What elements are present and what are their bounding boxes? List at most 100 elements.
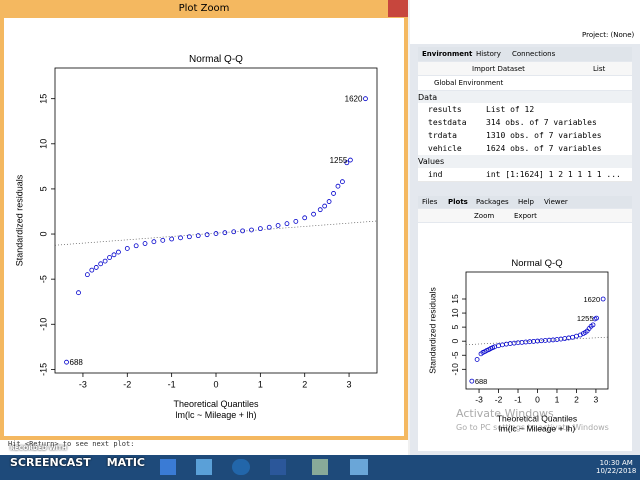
plot-frame (465, 271, 609, 390)
point (570, 334, 575, 340)
x-tick-label: -3 (475, 395, 483, 405)
point (213, 231, 219, 236)
project-label[interactable]: Project: (None) (582, 31, 635, 39)
export-button[interactable]: Export (514, 212, 537, 220)
point (335, 183, 341, 189)
tab[interactable]: History (476, 50, 501, 58)
env-row[interactable]: ind int [1:1624] 1 2 1 1 1 1 ... (418, 168, 632, 182)
point (363, 96, 368, 102)
x-axis-label: Theoretical Quantiles (173, 399, 259, 409)
rstudio-top (410, 0, 640, 44)
point (326, 199, 332, 204)
x-tick-label: -3 (79, 379, 87, 389)
y-axis-label: Standardized residuals (15, 174, 25, 266)
env-toolbar: Import Dataset List (418, 62, 632, 75)
window-title: Plot Zoom (178, 3, 230, 14)
watermark-text: Go to PC settings to activate Windows (456, 423, 609, 432)
point (507, 341, 513, 346)
point (317, 207, 323, 213)
console: Hit <Return> to see next plot: (0, 440, 408, 455)
point (222, 230, 228, 236)
watermark-title: Activate Windows (456, 407, 554, 420)
time: 10:30 AM (599, 459, 633, 467)
x-tick-label: -2 (495, 395, 503, 405)
point-label: 1620 (583, 295, 600, 304)
point (311, 211, 316, 217)
taskbar-icon[interactable] (196, 459, 212, 475)
import-button[interactable]: Import Dataset (472, 65, 525, 73)
y-tick-label: 10 (450, 308, 460, 318)
point (195, 233, 201, 239)
point (169, 236, 175, 242)
tab[interactable]: Viewer (544, 198, 568, 206)
zoom-button[interactable]: Zoom (474, 212, 495, 220)
y-tick-label: 15 (450, 294, 460, 304)
plot-subtitle: lm(lc ~ Mileage + lh) (499, 424, 576, 434)
taskbar-icon[interactable] (270, 459, 286, 475)
point (151, 239, 157, 245)
point (344, 160, 350, 166)
var-name: results (428, 105, 462, 114)
plots-area (418, 223, 632, 451)
point (284, 221, 290, 227)
y-tick-label: 0 (38, 232, 48, 237)
point (331, 191, 336, 196)
point (93, 265, 99, 270)
list-button[interactable]: List (593, 65, 606, 73)
point (340, 179, 345, 185)
point (160, 237, 166, 243)
brand: MATIC (106, 456, 145, 469)
env-tabs: Environment History Connections (418, 47, 632, 61)
tab[interactable]: Connections (512, 50, 556, 58)
window-client (4, 18, 404, 436)
reference-line (54, 220, 378, 246)
scope-select[interactable]: Global Environment (434, 79, 504, 87)
y-tick-label: -15 (38, 363, 48, 376)
x-tick-label: 3 (347, 379, 352, 389)
x-tick-label: 2 (574, 395, 579, 405)
recorder-note: RECORDED WITH (10, 445, 67, 452)
tab[interactable]: Packages (476, 198, 509, 206)
point (558, 336, 564, 342)
point (204, 232, 210, 238)
y-tick-label: -10 (450, 363, 460, 376)
plot-title: Normal Q-Q (189, 54, 243, 65)
recorder-brand: SCREENCAST MATIC (10, 456, 145, 469)
tab[interactable]: Plots (448, 198, 468, 206)
tab[interactable]: Files (422, 198, 438, 206)
point (347, 157, 353, 163)
point (84, 272, 90, 278)
console-line: Hit <Return> to see next plot: (8, 440, 135, 448)
var-name: testdata (428, 118, 467, 127)
clock: 10:30 AM 10/22/2018 (596, 459, 636, 475)
y-tick-label: -5 (450, 351, 460, 359)
point (562, 336, 568, 341)
point (574, 333, 579, 339)
plot-subtitle: lm(lc ~ Mileage + lh) (175, 410, 256, 420)
point (107, 255, 112, 260)
var-value: int [1:1624] 1 2 1 1 1 1 ... (486, 170, 621, 179)
plot-title: Normal Q-Q (511, 258, 562, 269)
point (133, 243, 139, 249)
point (257, 226, 263, 232)
taskbar-icon[interactable] (312, 459, 328, 475)
point (554, 337, 560, 342)
x-tick-label: -2 (123, 379, 131, 389)
point-label: 1620 (345, 95, 363, 104)
taskbar-icon[interactable] (350, 459, 368, 475)
y-tick-label: -5 (38, 275, 48, 283)
point (76, 290, 81, 296)
y-tick-label: 15 (38, 94, 48, 104)
tab[interactable]: Help (518, 198, 534, 206)
point (542, 338, 548, 343)
y-axis-label: Standardized residuals (427, 287, 437, 373)
y-tick-label: 10 (38, 139, 48, 149)
point (98, 261, 104, 267)
point (322, 203, 328, 209)
tab[interactable]: Environment (422, 50, 473, 58)
files-tabs: Files Plots Packages Help Viewer (418, 196, 632, 208)
close-button[interactable] (388, 0, 408, 17)
taskbar-icon[interactable] (232, 459, 250, 475)
taskbar-icon[interactable] (160, 459, 176, 475)
